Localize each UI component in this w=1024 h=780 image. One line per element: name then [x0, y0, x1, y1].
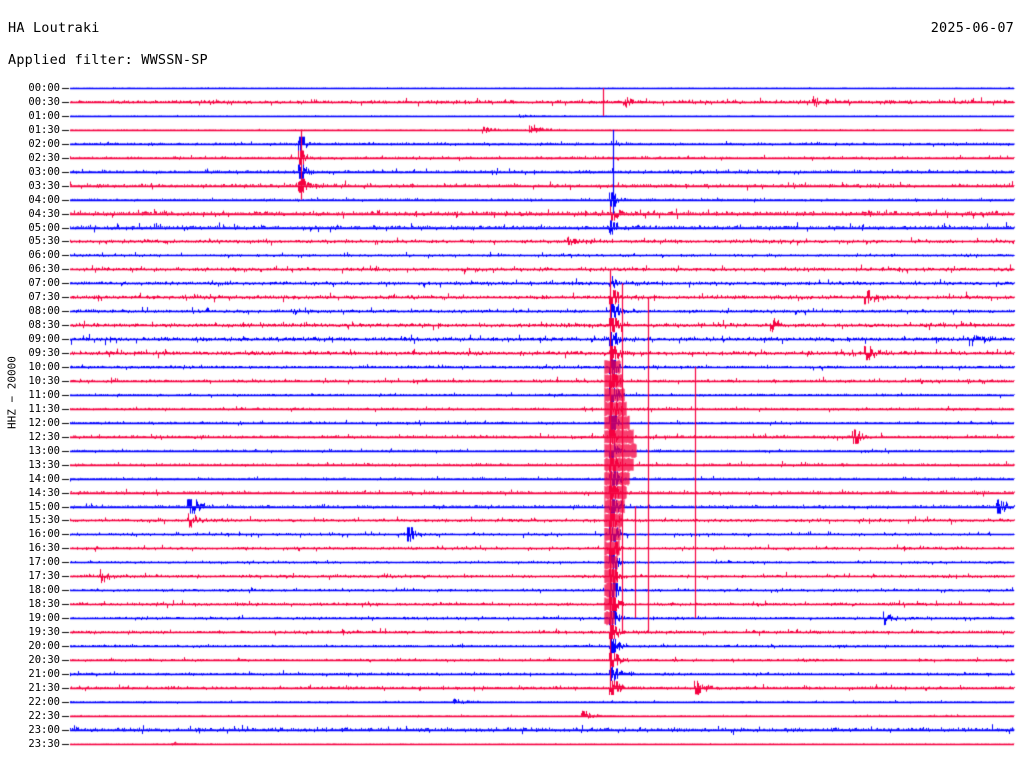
time-tick-label: 19:30	[28, 626, 60, 639]
time-tick-label: 23:00	[28, 723, 60, 736]
time-tick-label: 17:30	[28, 570, 60, 583]
time-tick-label: 12:30	[28, 430, 60, 443]
time-tick-label: 20:30	[28, 653, 60, 666]
time-tick-label: 18:00	[28, 584, 60, 597]
time-tick-label: 15:30	[28, 514, 60, 527]
time-tick-label: 13:00	[28, 444, 60, 457]
time-tick-label: 09:00	[28, 333, 60, 346]
time-tick-label: 16:30	[28, 542, 60, 555]
time-tick-label: 05:00	[28, 221, 60, 234]
time-tick-label: 00:30	[28, 95, 60, 108]
time-tick-label: 12:00	[28, 416, 60, 429]
time-tick-label: 16:00	[28, 528, 60, 541]
time-tick-label: 04:00	[28, 193, 60, 206]
time-tick-label: 07:00	[28, 277, 60, 290]
time-tick-label: 14:30	[28, 486, 60, 499]
time-tick-label: 13:30	[28, 458, 60, 471]
time-tick-label: 02:00	[28, 137, 60, 150]
time-tick-label: 04:30	[28, 207, 60, 220]
time-tick-label: 23:30	[28, 737, 60, 750]
time-tick-label: 03:30	[28, 179, 60, 192]
time-tick-label: 11:30	[28, 402, 60, 415]
time-tick-label: 22:30	[28, 709, 60, 722]
time-tick-label: 11:00	[28, 388, 60, 401]
time-tick-label: 20:00	[28, 640, 60, 652]
time-tick-label: 10:00	[28, 361, 60, 373]
time-tick-label: 02:30	[28, 151, 60, 164]
time-tick-label: 18:30	[28, 598, 60, 611]
time-tick-label: 00:00	[28, 82, 60, 94]
time-tick-label: 22:00	[28, 695, 60, 708]
time-tick-label: 06:30	[28, 263, 60, 276]
time-tick-label: 08:30	[28, 319, 60, 332]
time-tick-label: 14:00	[28, 472, 60, 485]
time-tick-label: 19:00	[28, 612, 60, 625]
time-tick-label: 08:00	[28, 305, 60, 318]
time-tick-label: 01:00	[28, 109, 60, 122]
time-tick-label: 01:30	[28, 123, 60, 136]
time-tick-label: 17:00	[28, 556, 60, 569]
time-tick-label: 06:00	[28, 249, 60, 262]
time-tick-label: 03:00	[28, 165, 60, 178]
time-tick-label: 10:30	[28, 374, 60, 387]
time-tick-label: 09:30	[28, 347, 60, 360]
time-tick-label: 07:30	[28, 291, 60, 304]
time-tick-label: 21:30	[28, 681, 60, 694]
time-tick-label: 05:30	[28, 235, 60, 248]
time-tick-label: 15:00	[28, 500, 60, 513]
time-tick-label: 21:00	[28, 667, 60, 680]
